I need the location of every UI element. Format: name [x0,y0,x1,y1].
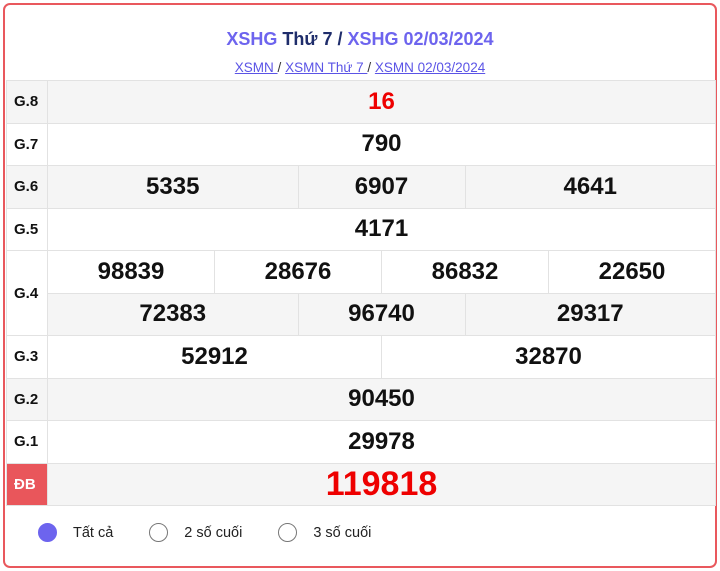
option-label: 2 số cuối [184,524,243,541]
prize-label: G.7 [6,122,48,166]
link-xsmn-date[interactable]: XSMN 02/03/2024 [374,60,486,75]
option-all[interactable]: Tất cả [38,523,113,542]
row-g2: G.2 90450 [6,377,716,421]
prize-label: G.5 [6,207,48,251]
title-weekday: Thứ 7 / [277,29,348,49]
prize-number: 29978 [47,420,716,464]
prize-number: 5335 [47,165,299,209]
prize-label: G.4 [6,250,48,336]
row-g8: G.8 16 [6,80,716,124]
title-link-date[interactable]: XSHG 02/03/2024 [347,29,494,49]
prize-number: 98839 [47,250,215,294]
special-prize-label: ĐB [6,462,48,506]
prize-number: 22650 [548,250,716,294]
option-label: 3 số cuối [313,524,372,541]
prize-number: 72383 [47,292,299,336]
results-table: G.8 16 G.7 790 G.6 5335 6907 4641 G.5 4171 G.4… [6,80,716,506]
row-special: ĐB 119818 [6,462,716,506]
row-g1: G.1 29978 [6,420,716,464]
row-g4b: 72383 96740 29317 [7,292,716,336]
prize-label: G.2 [6,377,48,421]
prize-number: 32870 [381,335,716,379]
row-g6: G.6 5335 6907 4641 [6,165,716,209]
radio-selected-icon[interactable] [38,523,57,542]
row-g7: G.7 790 [6,122,716,166]
prize-number: 4641 [464,165,716,209]
radio-icon[interactable] [149,523,169,542]
prize-label: G.3 [6,335,48,379]
prize-label: G.1 [6,420,48,464]
separator: / [367,60,375,75]
special-prize-number: 119818 [47,462,716,506]
row-g4a: G.4 98839 28676 86832 22650 [6,250,716,336]
row-g5: G.5 4171 [6,207,716,251]
prize-number: 790 [47,122,716,166]
results-card: XSHG Thứ 7 / XSHG 02/03/2024 XSMN / XSMN… [3,3,717,568]
separator: / [277,60,286,75]
page-title: XSHG Thứ 7 / XSHG 02/03/2024 [5,29,715,50]
prize-label: G.8 [6,80,48,124]
breadcrumb: XSMN / XSMN Thứ 7 / XSMN 02/03/2024 [5,60,715,75]
prize-number: 90450 [47,377,716,421]
row-g3: G.3 52912 32870 [6,335,716,379]
title-link-xshg[interactable]: XSHG [226,29,278,49]
prize-label: G.6 [6,165,48,209]
display-options: Tất cả 2 số cuối 3 số cuối [38,523,407,542]
option-last-2[interactable]: 2 số cuối [149,523,242,542]
prize-number: 16 [47,80,716,124]
prize-number: 6907 [297,165,466,209]
prize-number: 4171 [47,207,716,251]
prize-number: 96740 [297,292,466,336]
prize-number: 52912 [47,335,382,379]
radio-icon[interactable] [278,523,298,542]
option-label: Tất cả [73,524,114,541]
link-xsmn[interactable]: XSMN [234,60,278,75]
option-last-3[interactable]: 3 số cuối [278,523,371,542]
prize-number: 29317 [464,292,716,336]
prize-number: 28676 [214,250,382,294]
prize-number: 86832 [381,250,549,294]
link-xsmn-weekday[interactable]: XSMN Thứ 7 [285,60,368,75]
